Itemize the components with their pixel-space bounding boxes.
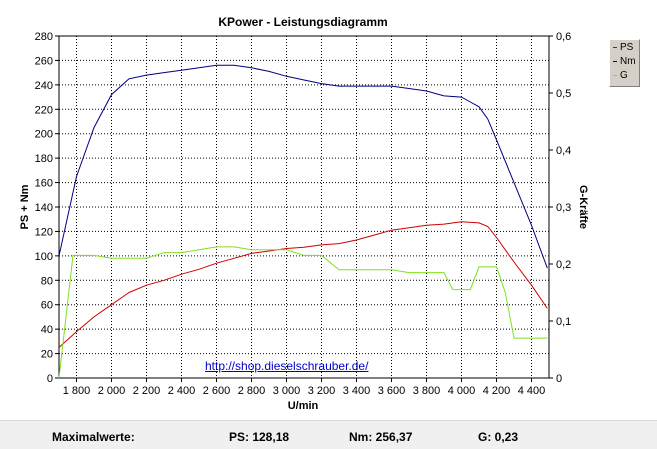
x-tick-label: 3 200 [308, 385, 336, 397]
y2-tick-label: 0,3 [556, 202, 571, 214]
dieselschrauber-link[interactable]: http://shop.dieselschrauber.de/ [205, 359, 369, 373]
x-tick-label: 3 400 [343, 385, 371, 397]
y-tick-label: 100 [35, 251, 53, 263]
y-tick-label: 280 [35, 31, 53, 43]
y-tick-label: 120 [35, 226, 53, 238]
y2-tick-label: 0,5 [556, 88, 571, 100]
x-axis-label: U/min [288, 400, 319, 412]
x-tick-label: 1 800 [63, 385, 91, 397]
y-tick-label: 60 [41, 300, 53, 312]
legend-item-ps: PS [613, 41, 633, 54]
max-nm-value: Nm: 256,37 [349, 430, 413, 444]
legend-label-g: G [620, 70, 628, 81]
legend-mark-ps [613, 46, 617, 48]
y-tick-label: 80 [41, 275, 53, 287]
y2-tick-label: 0,4 [556, 145, 571, 157]
legend: PS Nm G [609, 39, 640, 87]
x-tick-label: 3 800 [413, 385, 441, 397]
max-values-bar: Maximalwerte: PS: 128,18 Nm: 256,37 G: 0… [0, 420, 657, 449]
max-ps-value: PS: 128,18 [229, 430, 290, 444]
chart: 0 20 40 60 80 100 120 140 160 180 200 220 240 260 280 0… [19, 15, 589, 412]
legend-item-nm: Nm [613, 55, 636, 68]
y-tick-label: 160 [35, 178, 53, 190]
y-tick-label: 0 [47, 373, 53, 385]
y-tick-label: 180 [35, 153, 53, 165]
y2-tick-label: 0,2 [556, 259, 571, 271]
y-tick-label: 260 [35, 55, 53, 67]
series-line-g [58, 246, 548, 379]
y2-tick-label: 0 [556, 373, 562, 385]
y-tick-label: 200 [35, 129, 53, 141]
series-line-ps [58, 221, 548, 348]
legend-label-nm: Nm [620, 56, 636, 67]
y-tick-label: 40 [41, 324, 53, 336]
max-g-value: G: 0,23 [478, 430, 519, 444]
x-tick-label: 3 600 [378, 385, 406, 397]
plot-area [59, 36, 549, 378]
y2-tick-label: 0,1 [556, 316, 571, 328]
x-tick-label: 2 600 [203, 385, 231, 397]
y-tick-label: 20 [41, 349, 53, 361]
max-values-label: Maximalwerte: [52, 430, 135, 444]
chart-title: KPower - Leistungsdiagramm [218, 15, 387, 29]
y2-tick-label: 0,6 [556, 31, 571, 43]
x-tick-label: 2 200 [133, 385, 161, 397]
y-tick-label: 140 [35, 202, 53, 214]
y-tick-label: 220 [35, 104, 53, 116]
x-tick-label: 2 800 [238, 385, 266, 397]
x-tick-label: 4 200 [483, 385, 511, 397]
y-axis-label: PS + Nm [19, 184, 31, 229]
x-tick-label: 4 400 [518, 385, 546, 397]
y2-axis-label: G-Kräfte [577, 185, 589, 229]
series-line-nm [58, 64, 548, 269]
y-tick-label: 240 [35, 80, 53, 92]
legend-mark-g [613, 74, 617, 76]
x-tick-label: 2 000 [98, 385, 126, 397]
x-tick-label: 3 000 [273, 385, 301, 397]
x-tick-label: 4 000 [448, 385, 476, 397]
x-tick-label: 2 400 [168, 385, 196, 397]
legend-mark-nm [613, 60, 617, 62]
legend-item-g: G [613, 69, 628, 82]
legend-label-ps: PS [620, 42, 634, 53]
